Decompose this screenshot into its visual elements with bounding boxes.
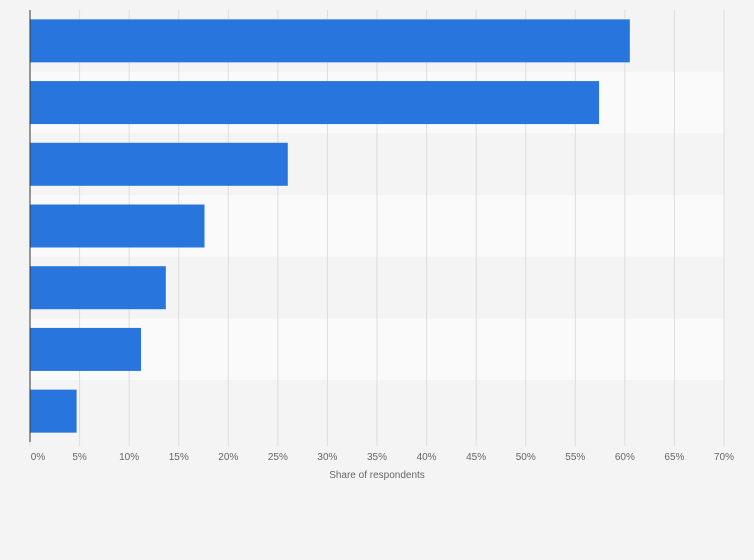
x-axis-title: Share of respondents [329, 470, 425, 481]
bar[interactable] [30, 266, 166, 310]
bar[interactable] [30, 327, 142, 371]
bars [30, 19, 630, 433]
x-tick-label: 60% [615, 452, 635, 463]
x-tick-label: 50% [516, 452, 536, 463]
x-tick-label: 15% [169, 452, 189, 463]
x-tick-label: 30% [317, 452, 337, 463]
x-tick-label: 55% [565, 452, 585, 463]
x-tick-label: 25% [268, 452, 288, 463]
x-tick-label: 40% [417, 452, 437, 463]
bar[interactable] [30, 204, 205, 248]
x-tick-label: 5% [72, 452, 87, 463]
x-tick-label: 35% [367, 452, 387, 463]
x-tick-label: 0% [31, 452, 46, 463]
x-tick-labels: 0% 5% 10% 15% 20% 25% 30% 35% 40% 45% 50% 55% 60% 65%… [31, 452, 734, 463]
bar[interactable] [30, 389, 77, 433]
bar[interactable] [30, 19, 630, 63]
bar[interactable] [30, 81, 600, 125]
x-tick-label: 65% [664, 452, 684, 463]
bar[interactable] [30, 142, 288, 186]
x-tick-label: 70% [714, 452, 734, 463]
x-tick-label: 45% [466, 452, 486, 463]
x-tick-label: 20% [218, 452, 238, 463]
x-tick-label: 10% [119, 452, 139, 463]
